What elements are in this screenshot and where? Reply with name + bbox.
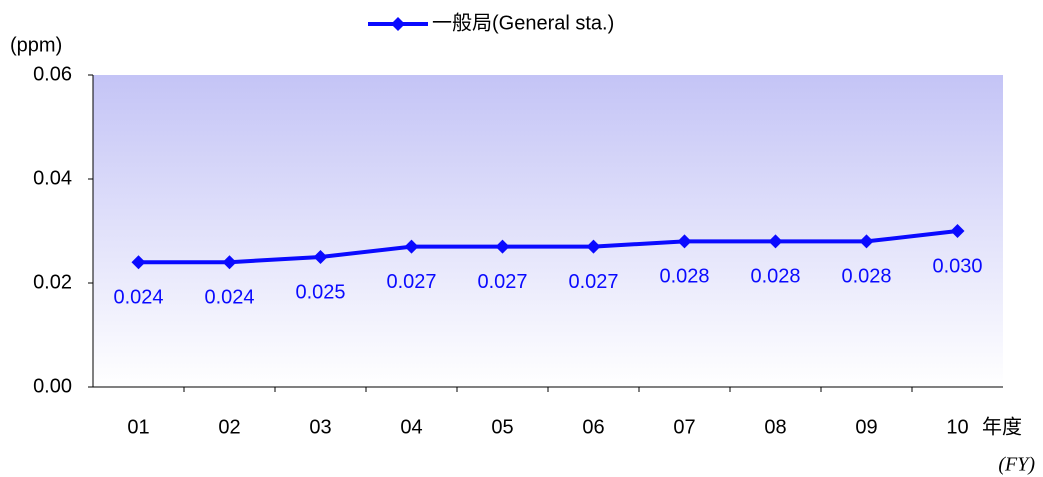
y-tick-label: 0.04 xyxy=(33,167,72,189)
data-label: 0.024 xyxy=(113,286,163,308)
legend-label: 一般局(General sta.) xyxy=(432,11,614,34)
marker xyxy=(677,234,692,249)
x-tick-label: 09 xyxy=(855,416,877,438)
y-tick-label: 0.06 xyxy=(33,63,72,85)
data-label: 0.028 xyxy=(841,266,891,288)
x-axis-sublabel: (FY) xyxy=(998,454,1035,476)
legend-marker xyxy=(391,17,405,31)
plot-area xyxy=(93,75,1003,387)
marker xyxy=(313,250,328,264)
x-axis-label: 年度 xyxy=(982,415,1022,438)
x-tick-label: 04 xyxy=(400,416,422,438)
y-tick-label: 0.00 xyxy=(33,375,72,397)
x-tick-label: 06 xyxy=(582,416,604,438)
marker xyxy=(859,234,874,249)
marker xyxy=(131,255,146,270)
y-axis-label: (ppm) xyxy=(10,34,62,56)
marker xyxy=(404,239,419,254)
y-tick-label: 0.02 xyxy=(33,271,72,293)
data-label: 0.030 xyxy=(932,255,982,277)
marker xyxy=(222,255,237,270)
data-label: 0.027 xyxy=(386,271,436,293)
marker xyxy=(586,239,601,254)
data-label: 0.028 xyxy=(659,266,709,288)
x-tick-label: 10 xyxy=(946,416,968,438)
data-label: 0.024 xyxy=(204,286,254,308)
x-tick-label: 05 xyxy=(491,416,513,438)
marker xyxy=(495,239,510,254)
data-label: 0.027 xyxy=(477,271,527,293)
x-tick-label: 01 xyxy=(127,416,149,438)
data-label: 0.025 xyxy=(295,281,345,303)
data-label: 0.028 xyxy=(750,266,800,288)
x-tick-label: 03 xyxy=(309,416,331,438)
x-tick-label: 08 xyxy=(764,416,786,438)
x-tick-label: 07 xyxy=(673,416,695,438)
marker xyxy=(768,234,783,249)
data-label: 0.027 xyxy=(568,271,618,293)
marker xyxy=(950,224,965,238)
x-tick-label: 02 xyxy=(218,416,240,438)
line xyxy=(138,229,958,265)
